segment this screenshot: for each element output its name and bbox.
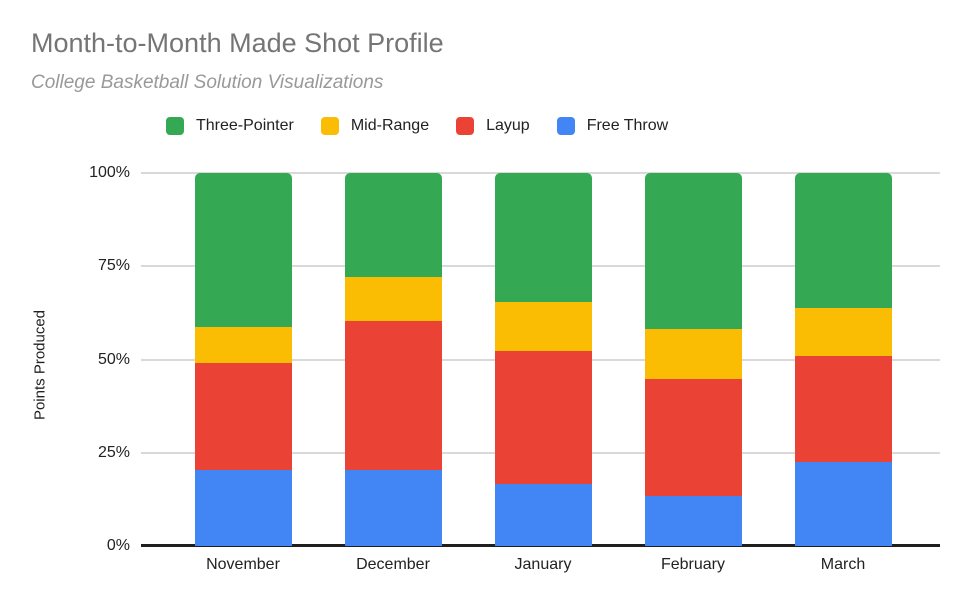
y-tick-label-100-: 100% [89,164,130,181]
bar-segment-february-mid-range[interactable] [644,329,742,379]
bar-segment-november-layup[interactable] [194,363,292,470]
bar-segment-february-layup[interactable] [644,378,742,497]
legend-label-three-pointer: Three-Pointer [196,117,294,134]
bar-segment-march-three-pointer[interactable] [794,173,892,308]
legend-item-layup: Layup [456,117,530,135]
bar-segment-january-free-throw[interactable] [494,484,592,546]
bar-segment-march-layup[interactable] [794,355,892,463]
x-category-label-december: December [356,556,430,573]
bar-march [794,173,892,546]
x-category-label-february: February [660,556,726,573]
bar-segment-november-free-throw[interactable] [194,469,292,546]
bar-segment-january-layup[interactable] [494,350,592,485]
bar-november [194,173,292,546]
bar-segment-december-free-throw[interactable] [344,470,442,546]
legend-swatch-three-pointer [166,117,184,135]
bar-february [644,173,742,546]
y-axis-title: Points Produced [31,309,49,421]
legend: Three-Pointer Mid-Range Layup Free Throw [166,117,668,135]
legend-swatch-mid-range [320,117,339,135]
plot-area [141,172,940,547]
bar-segment-february-three-pointer[interactable] [644,173,742,330]
x-category-label-november: November [206,556,280,573]
y-tick-label-25-: 25% [97,443,130,461]
legend-label-layup: Layup [486,117,530,134]
bar-segment-december-layup[interactable] [344,320,442,471]
bar-segment-november-three-pointer[interactable] [194,173,292,327]
y-tick-label-75-: 75% [97,257,130,275]
legend-label-mid-range: Mid-Range [350,117,430,134]
bar-segment-february-free-throw[interactable] [644,496,742,546]
legend-swatch-layup [456,117,475,135]
y-tick-label-0-: 0% [106,537,130,554]
bar-segment-november-mid-range[interactable] [194,326,292,364]
bar-january [494,173,592,546]
bar-segment-march-free-throw[interactable] [794,462,892,546]
bar-december [344,173,442,546]
y-tick-label-50-: 50% [97,350,130,368]
legend-item-three-pointer: Three-Pointer [166,117,294,135]
bar-segment-december-mid-range[interactable] [344,277,442,321]
bar-segment-january-three-pointer[interactable] [494,173,592,303]
legend-item-free-throw: Free Throw [556,117,669,135]
bar-segment-december-three-pointer[interactable] [344,173,442,278]
chart-subtitle: College Basketball Solution Visualizatio… [31,72,384,93]
x-category-label-march: March [820,556,866,573]
bar-segment-january-mid-range[interactable] [494,302,592,351]
legend-label-free-throw: Free Throw [586,117,669,134]
legend-item-mid-range: Mid-Range [320,117,430,135]
bar-segment-march-mid-range[interactable] [794,307,892,356]
x-category-label-january: January [514,556,572,573]
chart-title: Month-to-Month Made Shot Profile [31,28,444,58]
legend-swatch-free-throw [556,117,575,135]
